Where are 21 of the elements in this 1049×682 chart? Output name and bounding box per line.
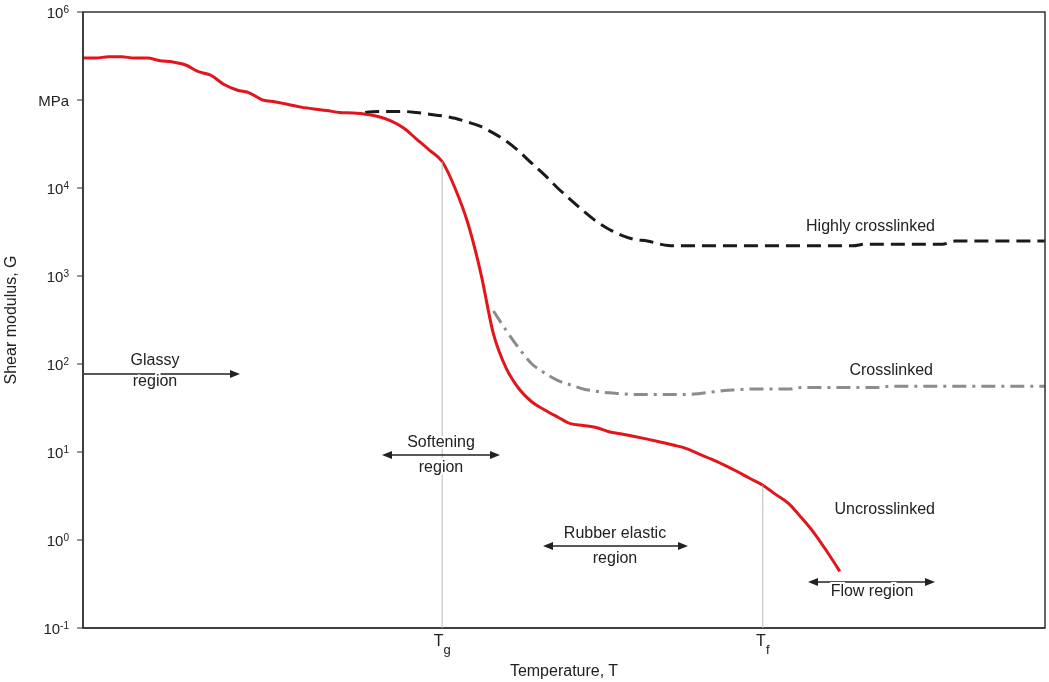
y-tick-label: 10$^{4}$ <box>46 179 70 197</box>
x-tick-label: T$_{f}$ <box>756 632 770 657</box>
y-tick-label: 10$^{6}$ <box>46 3 70 21</box>
series-label: Highly crosslinked <box>806 217 935 234</box>
line-series <box>491 309 1047 397</box>
y-tick-label: MPa <box>38 92 70 109</box>
line-series <box>363 110 1047 248</box>
annotation: Softening region <box>407 433 475 475</box>
annotation: Flow region <box>830 582 914 599</box>
y-tick-label: 10$^{1}$ <box>46 443 70 461</box>
x-axis-title: Temperature, T <box>509 662 619 679</box>
annotation: Glassy region <box>130 351 180 389</box>
annotation: Rubber elastic region <box>563 524 667 566</box>
y-tick-label: 10$^{2}$ <box>46 355 70 373</box>
y-tick-label: 10$^{-1}$ <box>43 619 70 637</box>
y-tick-label: 10$^{0}$ <box>46 531 70 549</box>
y-axis-title: Shear modulus, G <box>1 255 19 385</box>
y-tick-label: 10$^{3}$ <box>46 267 70 285</box>
series-label: Uncrosslinked <box>834 500 935 517</box>
series-label: Crosslinked <box>849 361 933 378</box>
x-tick-label: T$_{g}$ <box>433 632 451 657</box>
